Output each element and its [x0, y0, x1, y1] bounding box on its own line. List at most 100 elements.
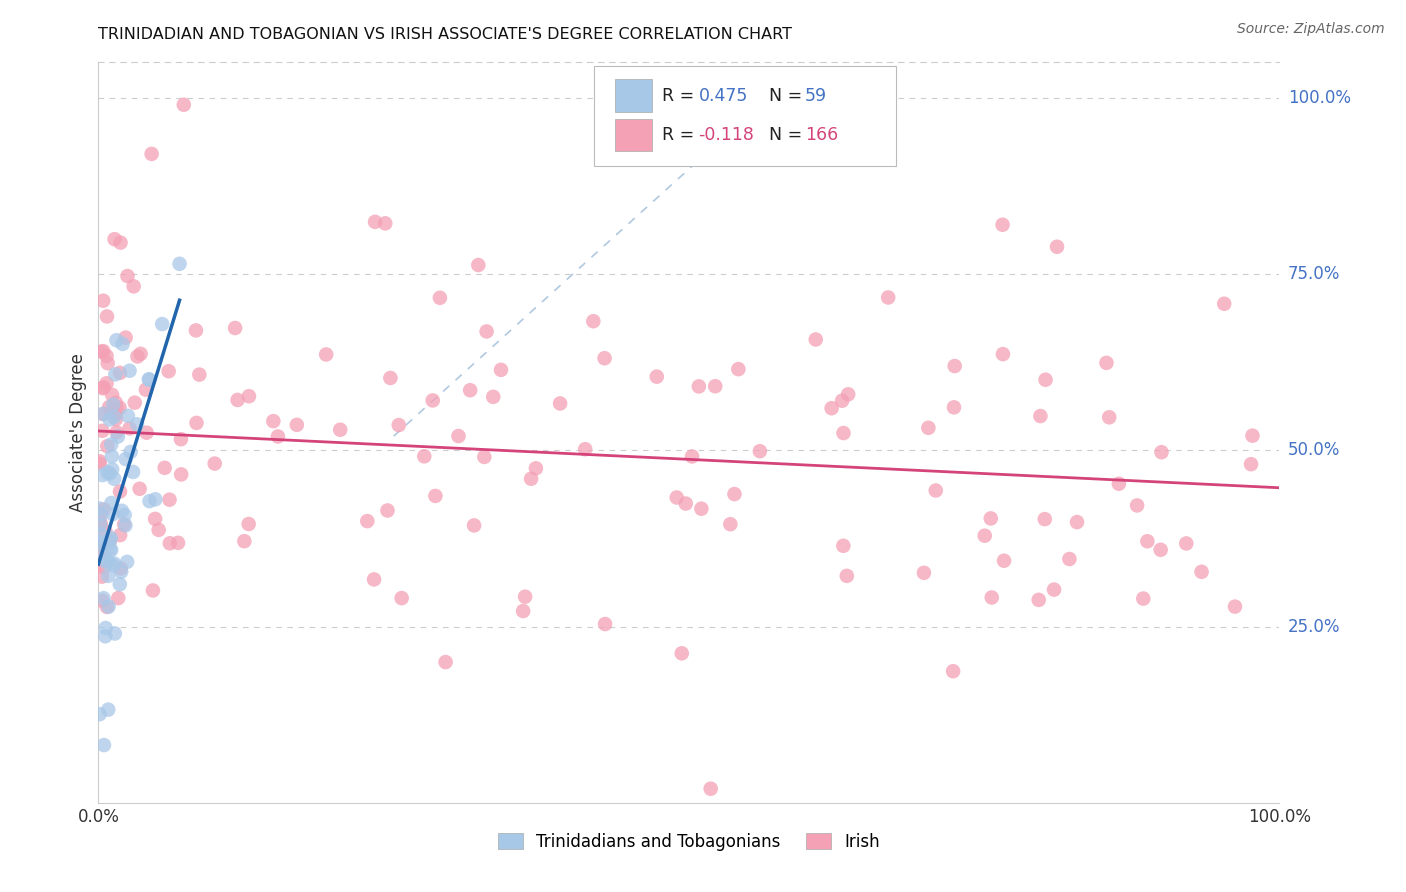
Point	[89, 513, 111, 527]
Point	[91, 381, 114, 395]
Point	[143, 492, 166, 507]
Point	[356, 514, 378, 528]
Point	[114, 452, 136, 467]
Point	[101, 450, 124, 464]
Point	[89, 707, 111, 722]
Point	[1223, 599, 1246, 614]
Point	[93, 591, 115, 606]
Point	[1033, 512, 1056, 526]
Point	[699, 781, 721, 796]
Point	[1191, 565, 1213, 579]
Point	[96, 555, 118, 569]
Point	[91, 569, 114, 583]
Point	[238, 516, 260, 531]
Point	[157, 364, 180, 378]
Point	[820, 401, 842, 416]
Point	[835, 569, 858, 583]
Text: 0.475: 0.475	[699, 87, 748, 104]
Point	[138, 494, 160, 508]
Point	[104, 395, 127, 409]
Point	[173, 97, 195, 112]
Point	[103, 398, 125, 412]
Point	[118, 364, 141, 378]
Point	[170, 467, 193, 482]
Point	[101, 507, 124, 521]
Point	[93, 738, 115, 752]
Point	[91, 293, 114, 308]
Point	[267, 429, 290, 443]
Point	[150, 317, 173, 331]
Point	[1098, 410, 1121, 425]
Point	[138, 372, 160, 386]
Point	[912, 566, 935, 580]
Point	[89, 457, 111, 471]
Point	[1066, 515, 1088, 529]
Point	[110, 561, 132, 575]
Point	[513, 590, 536, 604]
Point	[91, 344, 114, 359]
Point	[114, 518, 136, 533]
Point	[96, 439, 118, 453]
Point	[89, 517, 111, 532]
Point	[489, 363, 512, 377]
Point	[159, 492, 181, 507]
Point	[97, 554, 120, 568]
Point	[96, 310, 118, 324]
Point	[942, 664, 965, 678]
Point	[233, 534, 256, 549]
Point	[93, 380, 115, 394]
Point	[103, 472, 125, 486]
Text: 25.0%: 25.0%	[1288, 617, 1340, 635]
Point	[1043, 582, 1066, 597]
Point	[89, 535, 111, 549]
Point	[96, 349, 118, 363]
Point	[129, 347, 152, 361]
Point	[467, 258, 489, 272]
Point	[315, 347, 337, 361]
Point	[90, 507, 112, 521]
Point	[98, 467, 121, 481]
Point	[681, 450, 703, 464]
Point	[973, 529, 995, 543]
Point	[943, 401, 966, 415]
Point	[593, 351, 616, 366]
Point	[391, 591, 413, 606]
Point	[1175, 536, 1198, 550]
Point	[94, 549, 117, 564]
Text: 100.0%: 100.0%	[1288, 88, 1351, 107]
Point	[329, 423, 352, 437]
Point	[96, 376, 118, 391]
Point	[943, 359, 966, 373]
Point	[98, 535, 121, 549]
Point	[98, 412, 121, 426]
Point	[110, 235, 132, 250]
Point	[89, 501, 111, 516]
Text: R =: R =	[662, 126, 700, 144]
Point	[112, 517, 135, 532]
Point	[374, 216, 396, 230]
Point	[111, 504, 134, 518]
Point	[135, 425, 157, 440]
Point	[170, 432, 193, 446]
Point	[101, 388, 124, 402]
Point	[748, 444, 770, 458]
Point	[110, 565, 132, 579]
Point	[718, 517, 741, 532]
Point	[96, 599, 118, 614]
Point	[97, 599, 120, 614]
Point	[91, 468, 114, 483]
Point	[877, 290, 900, 304]
Text: N =: N =	[769, 126, 808, 144]
Point	[832, 425, 855, 440]
Text: 166: 166	[804, 126, 838, 144]
Point	[1213, 297, 1236, 311]
Point	[690, 501, 713, 516]
Point	[107, 429, 129, 443]
Point	[1240, 457, 1263, 471]
Text: R =: R =	[662, 87, 700, 104]
Point	[169, 257, 191, 271]
Point	[458, 383, 481, 397]
Point	[1126, 499, 1149, 513]
Point	[188, 368, 211, 382]
Point	[104, 412, 127, 426]
